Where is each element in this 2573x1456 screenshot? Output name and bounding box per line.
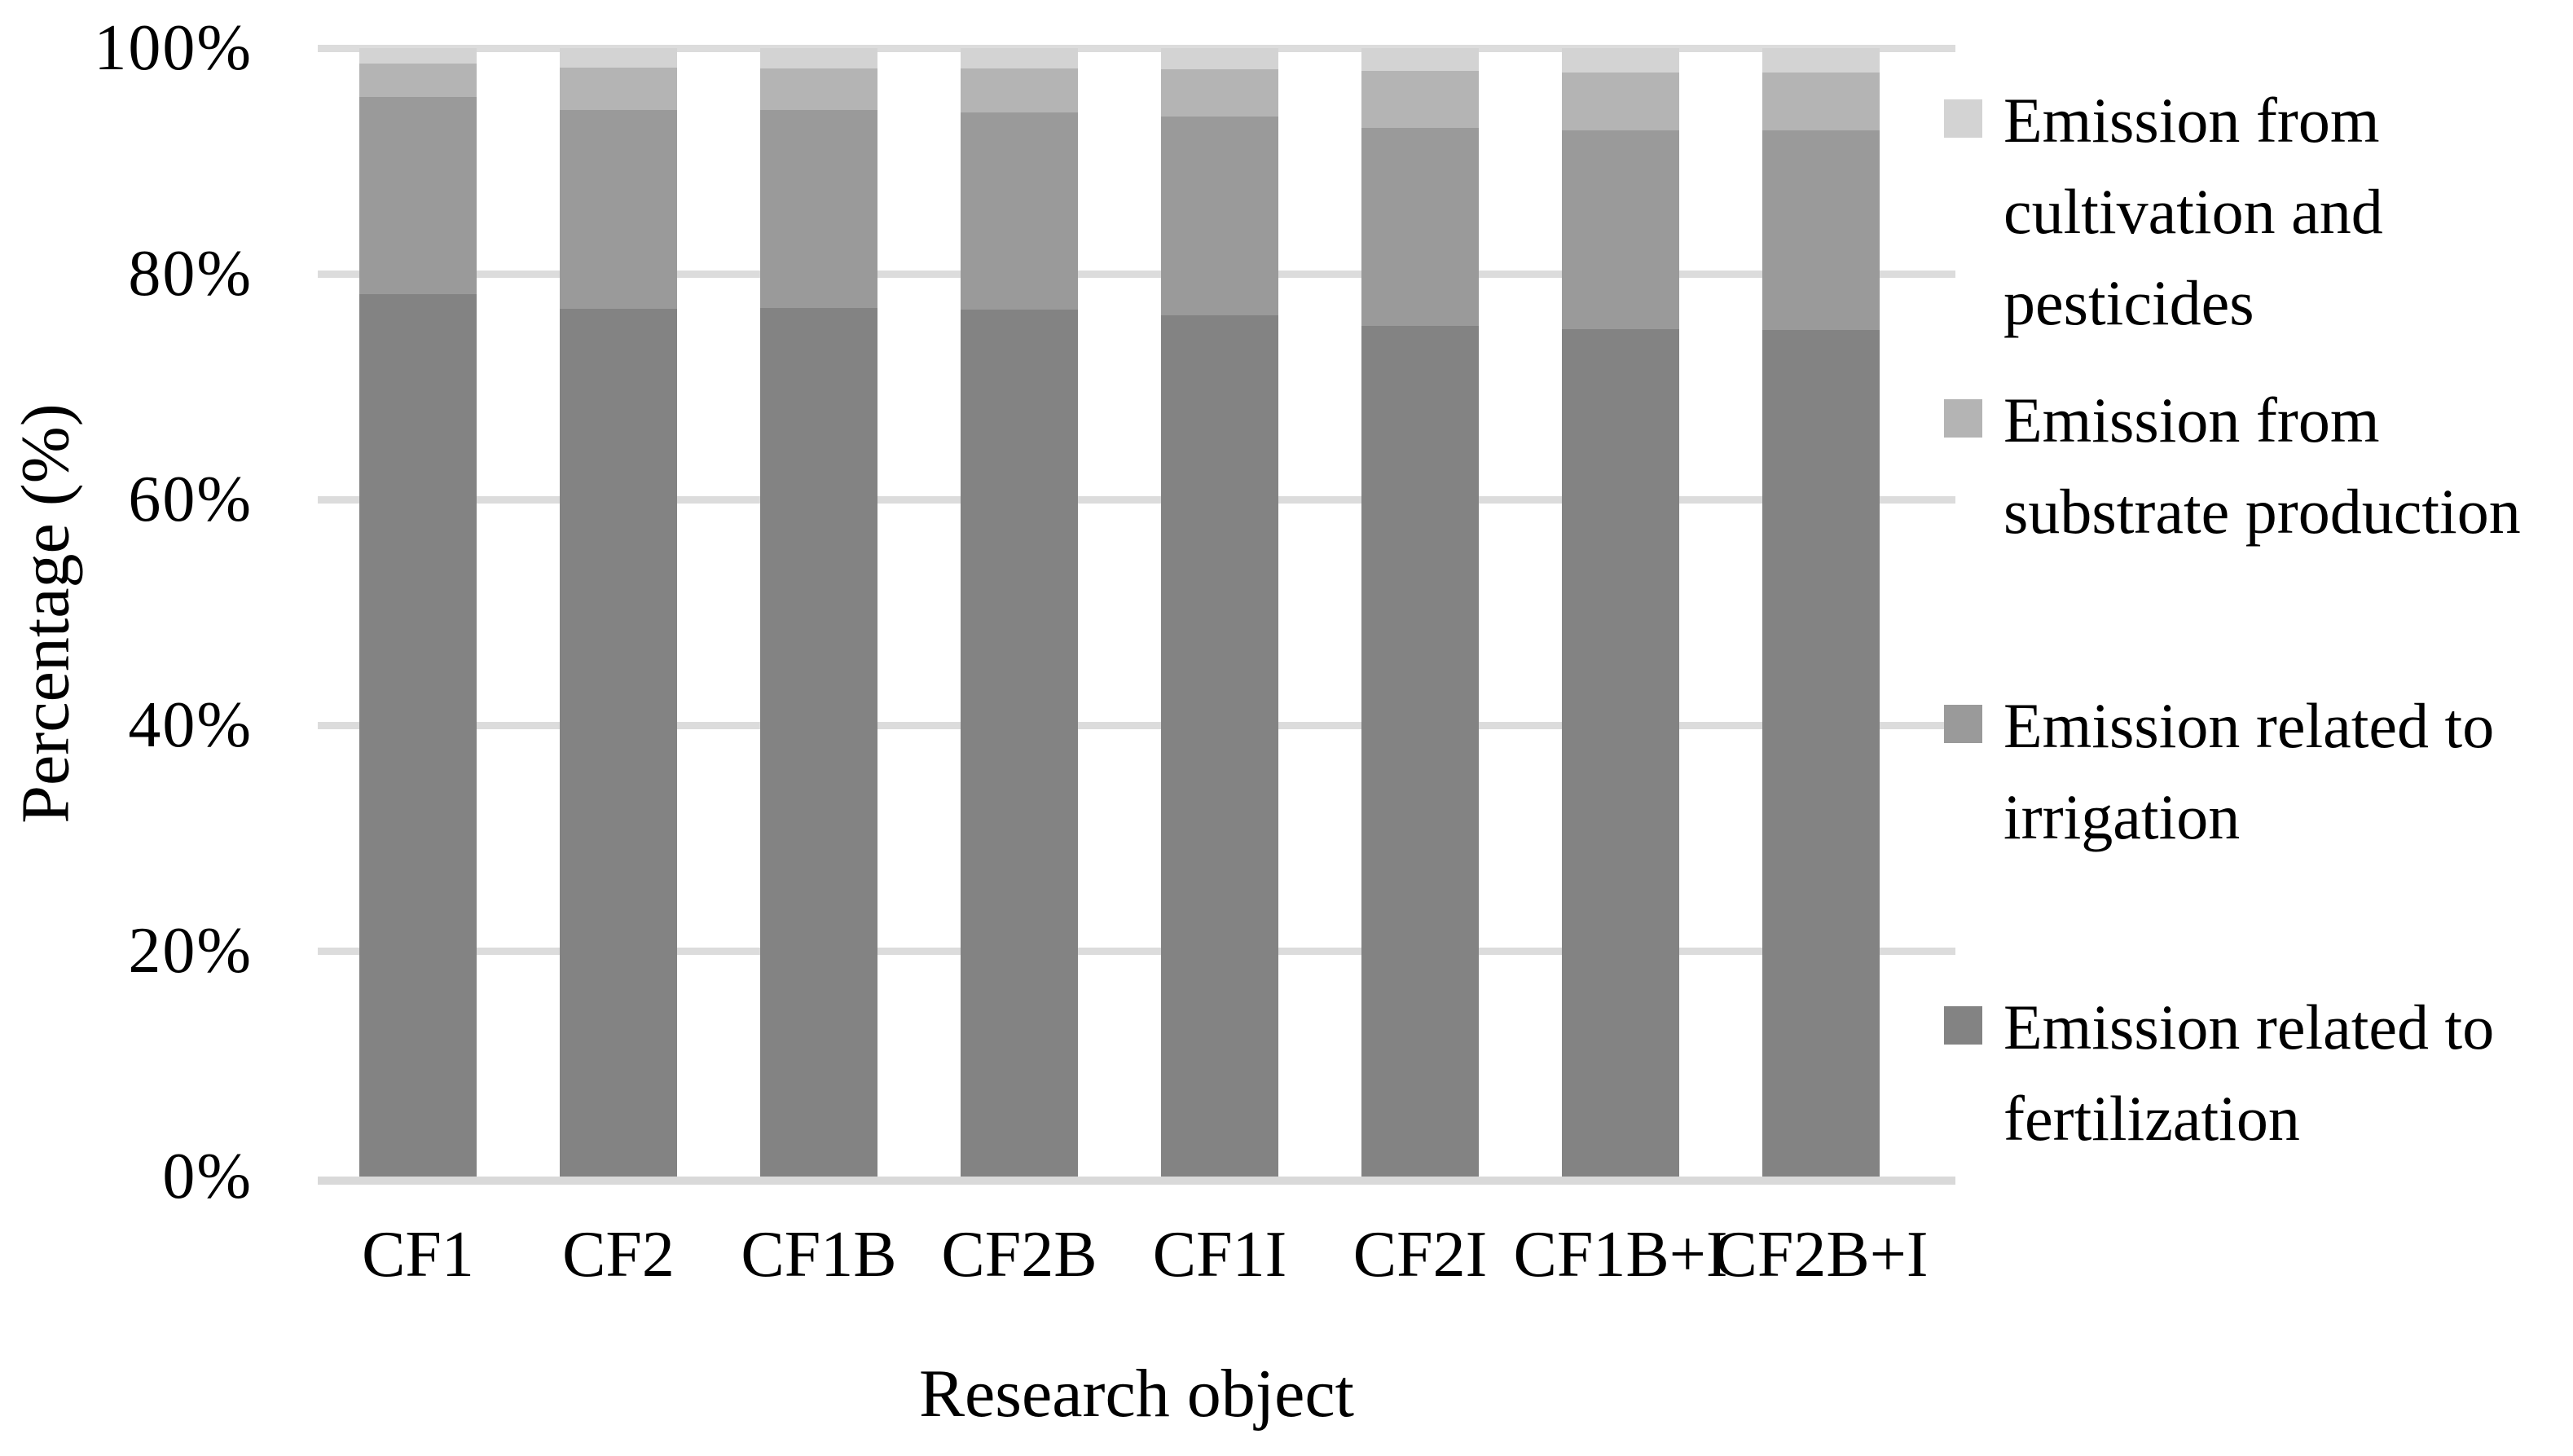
legend-swatch	[1944, 705, 1982, 743]
bar-segment	[961, 112, 1078, 310]
bar-segment	[961, 68, 1078, 112]
bar-segment	[1161, 315, 1278, 1177]
legend-swatch	[1944, 99, 1982, 138]
bar-segment	[1361, 128, 1479, 326]
legend-swatch	[1944, 1006, 1982, 1045]
y-tick-label: 100%	[94, 12, 253, 84]
bar-segment	[1762, 48, 1880, 73]
bar-segment	[560, 48, 677, 68]
legend-swatch	[1944, 399, 1982, 438]
bar-segment	[1762, 330, 1880, 1177]
x-tick-label: CF1B+I	[1513, 1219, 1728, 1291]
y-tick-label: 20%	[128, 915, 253, 987]
bar-segment	[1562, 130, 1679, 329]
bar-segment	[359, 48, 477, 64]
bar-segment	[560, 110, 677, 309]
bar-segment	[1161, 69, 1278, 117]
legend-item-label: Emission from substrate production	[2003, 385, 2521, 547]
gridline	[318, 947, 1955, 955]
x-axis-baseline	[318, 1177, 1955, 1185]
bar-segment	[359, 96, 477, 294]
x-axis-title: Research object	[918, 1356, 1355, 1432]
legend-item: Emission related to irrigation	[1944, 680, 2573, 863]
bar-segment	[961, 310, 1078, 1177]
bar-segment	[1562, 48, 1679, 73]
y-tick-label: 80%	[128, 238, 253, 310]
bar-segment	[961, 48, 1078, 68]
bar-segment	[359, 293, 477, 1177]
y-tick-label: 60%	[128, 464, 253, 535]
bar-segment	[1361, 70, 1479, 129]
legend-item: Emission from cultivation and pesticides	[1944, 75, 2573, 349]
bar-segment	[760, 68, 877, 111]
bar-segment	[760, 48, 877, 68]
bar-segment	[1762, 130, 1880, 331]
gridline	[318, 495, 1955, 504]
bar-segment	[560, 308, 677, 1177]
bar-segment	[560, 67, 677, 111]
bar-segment	[1161, 117, 1278, 316]
bar-segment	[760, 307, 877, 1177]
bar-segment	[1562, 73, 1679, 131]
bar-segment	[359, 64, 477, 97]
gridline	[318, 44, 1955, 52]
gridline	[318, 721, 1955, 729]
bar-segment	[1562, 328, 1679, 1177]
gridline	[318, 270, 1955, 278]
x-tick-label: CF1I	[1152, 1219, 1287, 1291]
legend-item-label: Emission related to irrigation	[2003, 690, 2495, 852]
x-tick-label: CF2B+I	[1713, 1219, 1929, 1291]
y-tick-label: 0%	[162, 1141, 253, 1212]
x-tick-label: CF2	[562, 1219, 675, 1291]
x-tick-label: CF1	[362, 1219, 474, 1291]
bar-segment	[1762, 73, 1880, 131]
legend-item: Emission from substrate production	[1944, 375, 2573, 557]
x-tick-label: CF1B	[741, 1219, 897, 1291]
legend-item-label: Emission related to fertilization	[2003, 992, 2495, 1154]
x-tick-label: CF2I	[1352, 1219, 1488, 1291]
bar-segment	[1361, 325, 1479, 1177]
bar-segment	[1361, 48, 1479, 71]
x-tick-label: CF2B	[941, 1219, 1097, 1291]
legend-item: Emission related to fertilization	[1944, 982, 2573, 1164]
bar-segment	[1161, 48, 1278, 70]
bar-segment	[760, 110, 877, 308]
y-tick-label: 40%	[128, 689, 253, 761]
legend-item-label: Emission from cultivation and pesticides	[2003, 85, 2383, 338]
